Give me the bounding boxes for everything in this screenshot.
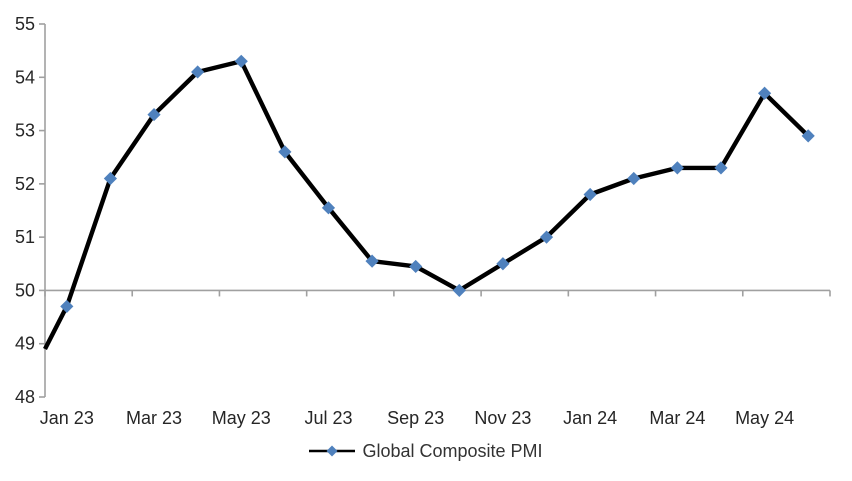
- data-point-marker: [409, 259, 423, 274]
- data-point-marker: [365, 254, 379, 268]
- x-axis-tick-label: May 23: [212, 408, 271, 428]
- data-point-marker: [147, 107, 161, 122]
- y-axis-tick-label: 51: [15, 227, 35, 247]
- data-point-marker: [539, 230, 554, 244]
- data-point-marker: [103, 171, 118, 186]
- data-point-marker: [496, 257, 510, 271]
- y-axis-tick-label: 49: [15, 334, 35, 354]
- y-axis-tick-label: 53: [15, 121, 35, 141]
- data-point-marker: [583, 187, 597, 202]
- x-axis-tick-label: Mar 23: [126, 408, 182, 428]
- x-axis-tick-label: Jan 23: [40, 408, 94, 428]
- data-point-marker: [670, 161, 684, 175]
- y-axis-tick-label: 55: [15, 14, 35, 34]
- data-point-marker: [627, 171, 641, 186]
- x-axis-tick-label: Jan 24: [563, 408, 617, 428]
- y-axis-tick-label: 50: [15, 280, 35, 300]
- data-point-marker: [234, 54, 248, 68]
- data-point-marker: [60, 299, 74, 314]
- pmi-line-chart: 48 49 50 51 52 53 54 55 Jan 23 Mar 23 May 23 Jul 23…: [15, 14, 831, 428]
- x-axis-tick-label: Jul 23: [304, 408, 352, 428]
- data-point-marker: [801, 129, 815, 143]
- data-point-marker: [191, 65, 205, 79]
- x-axis-tick-label: Mar 24: [649, 408, 705, 428]
- pmi-series-line: [43, 59, 810, 351]
- data-point-marker: [278, 145, 292, 159]
- data-point-marker: [757, 86, 772, 100]
- legend: Global Composite PMI: [0, 441, 852, 461]
- y-axis-tick-label: 52: [15, 174, 35, 194]
- y-axis-tick-label: 48: [15, 387, 35, 407]
- x-axis-tick-label: May 24: [735, 408, 794, 428]
- x-axis-tick-label: Sep 23: [387, 408, 444, 428]
- legend-line-marker-icon: [309, 445, 356, 457]
- data-point-marker: [321, 201, 336, 215]
- y-axis-tick-label: 54: [15, 67, 35, 87]
- data-point-marker: [714, 161, 728, 175]
- x-axis-tick-label: Nov 23: [474, 408, 531, 428]
- data-point-marker: [452, 283, 466, 298]
- legend-label: Global Composite PMI: [362, 441, 543, 461]
